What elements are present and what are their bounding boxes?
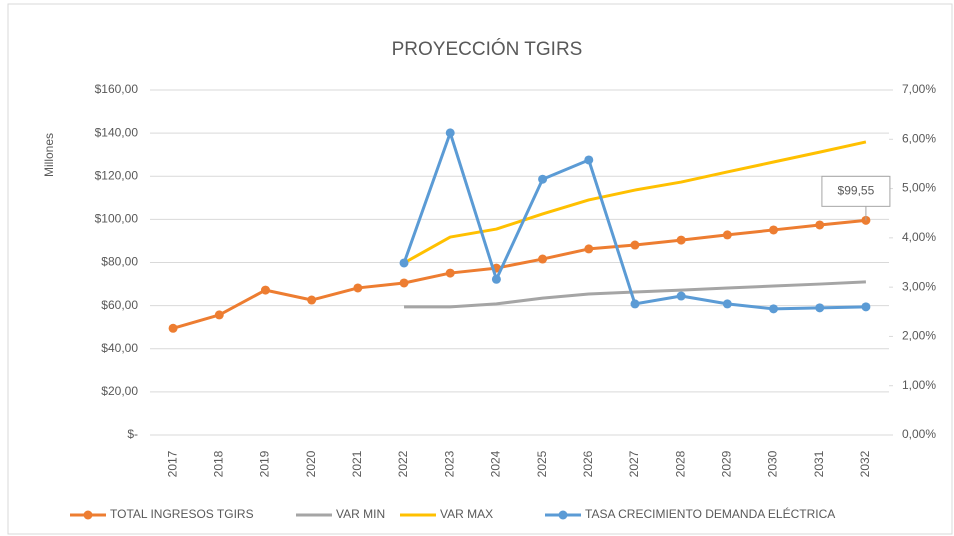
- data-label: $99,55: [838, 184, 875, 198]
- y-tick-label: $100,00: [95, 212, 139, 226]
- data-point: [445, 128, 455, 138]
- legend-label: VAR MAX: [440, 507, 493, 521]
- legend-label: VAR MIN: [336, 507, 385, 521]
- y2-tick-label: 1,00%: [902, 378, 936, 392]
- x-tick-label: 2022: [396, 450, 410, 477]
- x-tick-label: 2017: [165, 450, 179, 477]
- y2-tick-label: 6,00%: [902, 131, 936, 145]
- y2-tick-label: 0,00%: [902, 427, 936, 441]
- data-point: [491, 274, 501, 284]
- x-tick-label: 2019: [258, 450, 272, 477]
- y2-tick-label: 5,00%: [902, 181, 936, 195]
- label-box: [821, 175, 891, 207]
- data-point: [630, 299, 640, 309]
- data-point: [538, 254, 548, 264]
- series-line: [404, 280, 866, 309]
- x-tick-label: 2030: [766, 450, 780, 477]
- x-tick-label: 2028: [673, 450, 687, 477]
- y2-tick-label: 4,00%: [902, 230, 936, 244]
- y2-tick-label: 7,00%: [902, 82, 936, 96]
- data-point: [815, 303, 825, 313]
- y-tick-label: $80,00: [101, 255, 138, 269]
- data-point: [630, 240, 640, 250]
- y-tick-label: $60,00: [101, 298, 138, 312]
- data-point: [584, 244, 594, 254]
- y-axis-label: Millones: [42, 133, 56, 177]
- y-tick-label: $-: [127, 427, 138, 441]
- y2-tick-label: 2,00%: [902, 329, 936, 343]
- x-tick-label: 2029: [720, 450, 734, 477]
- data-point: [214, 310, 224, 320]
- data-point: [722, 299, 732, 309]
- series-line: [172, 218, 867, 330]
- x-tick-label: 2018: [211, 450, 225, 477]
- y-tick-label: $20,00: [101, 384, 138, 398]
- x-tick-label: 2024: [489, 450, 503, 477]
- x-tick-label: 2021: [350, 450, 364, 477]
- data-point: [168, 323, 178, 333]
- y-tick-label: $120,00: [95, 168, 139, 182]
- data-point: [676, 235, 686, 245]
- data-point: [861, 302, 871, 312]
- data-point: [676, 291, 686, 301]
- data-point: [260, 285, 270, 295]
- x-tick-label: 2023: [442, 450, 456, 477]
- data-point: [399, 278, 409, 288]
- data-point: [815, 220, 825, 230]
- x-tick-label: 2032: [858, 450, 872, 477]
- y-tick-label: $40,00: [101, 341, 138, 355]
- y-tick-label: $160,00: [95, 82, 139, 96]
- chart-title: PROYECCIÓN TGIRS: [392, 38, 583, 60]
- x-tick-label: 2025: [535, 450, 549, 477]
- legend-label: TOTAL INGRESOS TGIRS: [110, 507, 254, 521]
- x-tick-label: 2031: [812, 450, 826, 477]
- y-tick-label: $140,00: [95, 125, 139, 139]
- data-point: [584, 155, 594, 165]
- x-tick-label: 2026: [581, 450, 595, 477]
- legend-marker: [558, 510, 568, 520]
- y2-tick-label: 3,00%: [902, 279, 936, 293]
- x-tick-label: 2020: [304, 450, 318, 477]
- data-point: [769, 304, 779, 314]
- data-point: [353, 283, 363, 293]
- x-tick-label: 2027: [627, 450, 641, 477]
- data-point: [722, 230, 732, 240]
- data-point: [538, 174, 548, 184]
- data-point: [307, 295, 317, 305]
- data-point: [445, 268, 455, 278]
- data-point: [399, 258, 409, 268]
- legend-label: TASA CRECIMIENTO DEMANDA ELÉCTRICA: [585, 506, 835, 521]
- legend-marker: [83, 510, 93, 520]
- data-point: [769, 225, 779, 235]
